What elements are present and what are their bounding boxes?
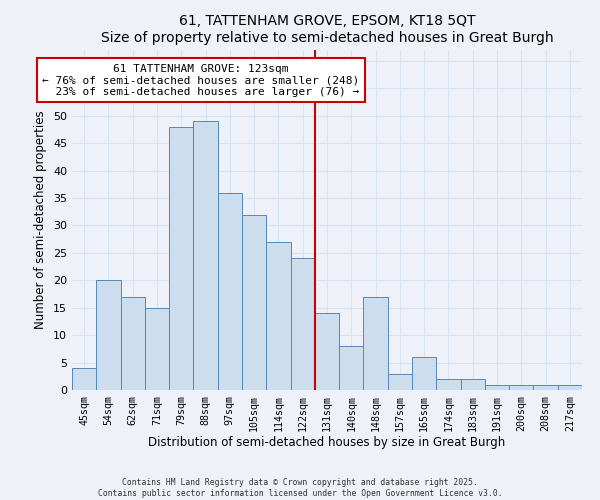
Bar [339,346,364,390]
Bar [485,384,509,390]
Bar [145,308,169,390]
Bar [290,258,315,390]
Bar [364,297,388,390]
Bar [96,280,121,390]
Bar [193,122,218,390]
Bar [72,368,96,390]
Bar [121,297,145,390]
Bar [266,242,290,390]
Text: 61 TATTENHAM GROVE: 123sqm
← 76% of semi-detached houses are smaller (248)
  23%: 61 TATTENHAM GROVE: 123sqm ← 76% of semi… [42,64,359,97]
Bar [218,192,242,390]
Bar [388,374,412,390]
Bar [558,384,582,390]
Bar [436,379,461,390]
Bar [315,313,339,390]
Bar [169,127,193,390]
Bar [509,384,533,390]
Y-axis label: Number of semi-detached properties: Number of semi-detached properties [34,110,47,330]
Bar [461,379,485,390]
Bar [533,384,558,390]
X-axis label: Distribution of semi-detached houses by size in Great Burgh: Distribution of semi-detached houses by … [148,436,506,450]
Title: 61, TATTENHAM GROVE, EPSOM, KT18 5QT
Size of property relative to semi-detached : 61, TATTENHAM GROVE, EPSOM, KT18 5QT Siz… [101,14,553,44]
Bar [242,214,266,390]
Text: Contains HM Land Registry data © Crown copyright and database right 2025.
Contai: Contains HM Land Registry data © Crown c… [98,478,502,498]
Bar [412,357,436,390]
